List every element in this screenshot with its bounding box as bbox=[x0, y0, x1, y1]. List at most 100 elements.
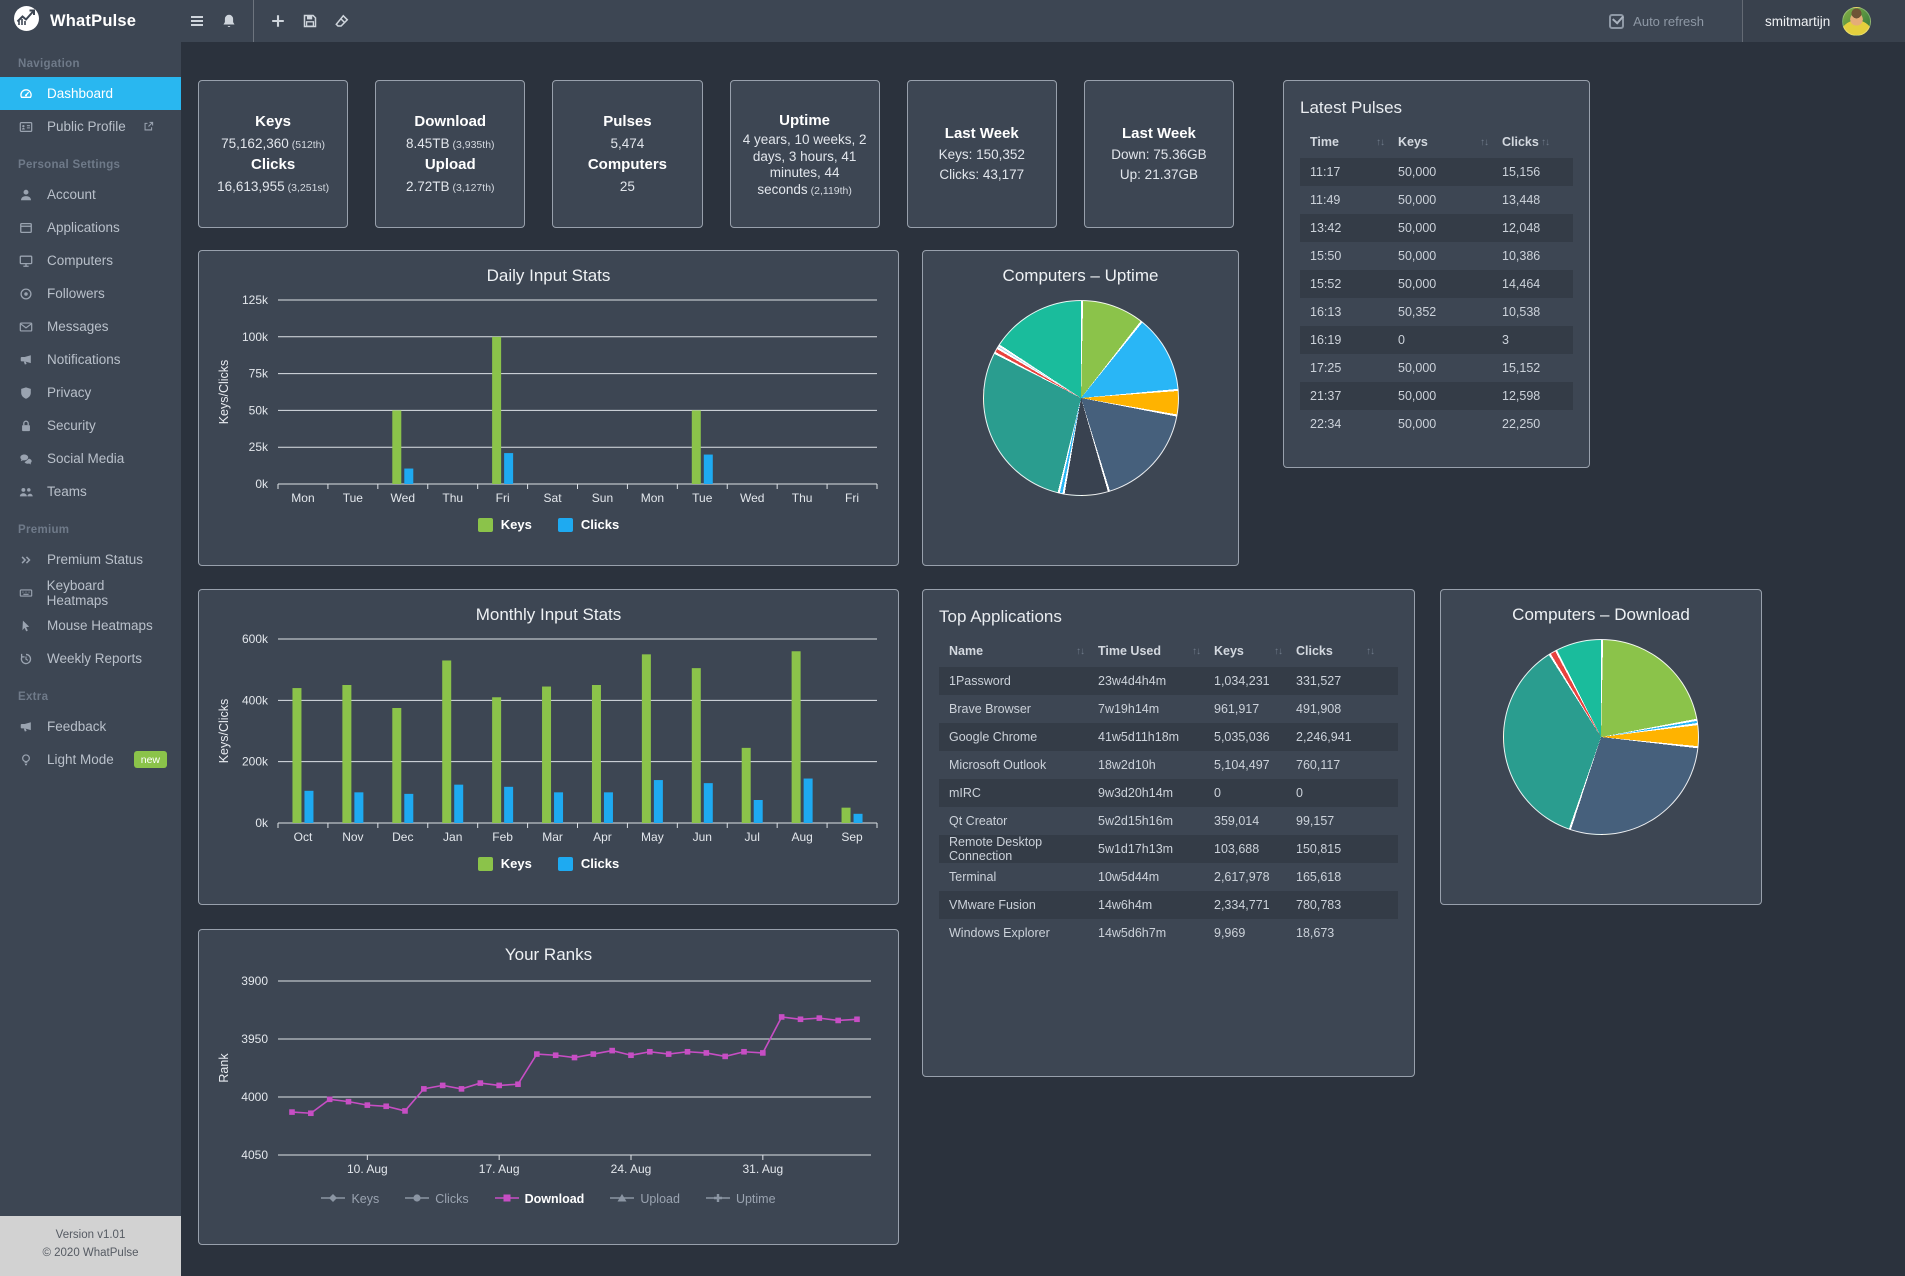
sidebar-item-privacy[interactable]: Privacy bbox=[0, 376, 181, 409]
cell: 15,152 bbox=[1502, 361, 1541, 375]
brand[interactable]: WhatPulse bbox=[0, 0, 181, 42]
sidebar-item-dashboard[interactable]: Dashboard bbox=[0, 77, 181, 110]
stat-card-2: Pulses 5,474 Computers 25 bbox=[552, 80, 703, 228]
cell: 0 bbox=[1296, 786, 1303, 800]
stat-line: 16,613,955 (3,251st) bbox=[217, 178, 330, 194]
legend-item-keys[interactable]: Keys bbox=[321, 1190, 379, 1208]
sidebar-item-public-profile[interactable]: Public Profile bbox=[0, 110, 181, 143]
cell: 50,000 bbox=[1398, 361, 1437, 375]
stat-card-3: Uptime 4 years, 10 weeks, 2 days, 3 hours… bbox=[729, 80, 880, 228]
sidebar-item-notifications[interactable]: Notifications bbox=[0, 343, 181, 376]
bell-icon[interactable] bbox=[213, 0, 245, 42]
window-icon bbox=[18, 221, 34, 235]
square-marker-icon bbox=[494, 1190, 519, 1208]
sort-icon[interactable]: ↑↓ bbox=[1192, 645, 1201, 657]
sidebar-item-teams[interactable]: Teams bbox=[0, 475, 181, 508]
cell: Microsoft Outlook bbox=[949, 758, 1047, 772]
cell: 14w6h4m bbox=[1098, 898, 1153, 912]
triangle-marker-icon bbox=[610, 1190, 635, 1208]
sidebar-item-feedback[interactable]: Feedback bbox=[0, 710, 181, 743]
sort-icon[interactable]: ↑↓ bbox=[1076, 645, 1085, 657]
sidebar-nav: Navigation Dashboard Public Profile Persona… bbox=[0, 42, 181, 776]
column-header-clicks[interactable]: Clicks ↑↓ bbox=[1296, 644, 1388, 658]
column-header-name[interactable]: Name ↑↓ bbox=[949, 644, 1098, 658]
column-header-clicks[interactable]: Clicks ↑↓ bbox=[1502, 135, 1563, 149]
legend-item-keys[interactable]: Keys bbox=[477, 517, 532, 532]
rank-label: (512th) bbox=[291, 138, 326, 151]
sidebar-item-label: Social Media bbox=[47, 451, 125, 466]
eraser-icon[interactable] bbox=[326, 0, 358, 42]
svg-text:Nov: Nov bbox=[342, 830, 363, 844]
legend-item-clicks[interactable]: Clicks bbox=[557, 517, 619, 532]
svg-text:Oct: Oct bbox=[294, 830, 313, 844]
table-row: 11:17 50,000 15,156 bbox=[1300, 158, 1573, 186]
stat-line: 75,162,360 (512th) bbox=[221, 135, 326, 151]
cell: 11:17 bbox=[1310, 165, 1341, 179]
sidebar-item-applications[interactable]: Applications bbox=[0, 211, 181, 244]
save-icon[interactable] bbox=[294, 0, 326, 42]
new-badge: new bbox=[133, 751, 167, 768]
cell: 17:25 bbox=[1310, 361, 1342, 375]
rank-label: (3,127th) bbox=[452, 181, 495, 194]
sort-icon[interactable]: ↑↓ bbox=[1376, 136, 1385, 148]
sidebar-item-weekly-reports[interactable]: Weekly Reports bbox=[0, 642, 181, 675]
svg-text:Fri: Fri bbox=[496, 491, 510, 505]
topbar-divider bbox=[253, 0, 254, 42]
auto-refresh-checkbox[interactable] bbox=[1609, 13, 1625, 29]
svg-text:Wed: Wed bbox=[391, 491, 415, 505]
auto-refresh-label: Auto refresh bbox=[1633, 13, 1704, 29]
monthly-input-stats-chart: 0k 200k 400k 600k Oct Nov Dec Jan Feb Mar Apr May Ju… bbox=[217, 632, 878, 844]
cell: 50,000 bbox=[1398, 221, 1437, 235]
latest-pulses-rows: 11:17 50,000 15,156 11:49 50,000 13,448 13:42 5… bbox=[1300, 158, 1573, 438]
column-header-keys[interactable]: Keys ↑↓ bbox=[1398, 135, 1502, 149]
shield-icon bbox=[18, 386, 34, 400]
stat-line: Up: 21.37GB bbox=[1119, 167, 1198, 183]
avatar[interactable] bbox=[1842, 6, 1872, 36]
computers-download-pie bbox=[1503, 639, 1699, 835]
sidebar-item-computers[interactable]: Computers bbox=[0, 244, 181, 277]
svg-text:4000: 4000 bbox=[241, 1090, 268, 1104]
sidebar-item-followers[interactable]: Followers bbox=[0, 277, 181, 310]
sort-icon[interactable]: ↑↓ bbox=[1541, 136, 1550, 148]
legend-item-uptime[interactable]: Uptime bbox=[705, 1190, 776, 1208]
svg-text:Sun: Sun bbox=[592, 491, 613, 505]
download-pie-title: Computers – Download bbox=[1512, 605, 1690, 624]
sidebar-item-messages[interactable]: Messages bbox=[0, 310, 181, 343]
sort-icon[interactable]: ↑↓ bbox=[1480, 136, 1489, 148]
sidebar-item-label: Security bbox=[47, 418, 96, 433]
topbar: WhatPulse Auto refresh smitmartijn bbox=[0, 0, 1905, 42]
table-row: Qt Creator 5w2d15h16m 359,014 99,157 bbox=[939, 807, 1398, 835]
stat-line: Download bbox=[414, 113, 487, 131]
column-header-time[interactable]: Time ↑↓ bbox=[1310, 135, 1398, 149]
sidebar-item-mouse-heatmaps[interactable]: Mouse Heatmaps bbox=[0, 609, 181, 642]
sort-icon[interactable]: ↑↓ bbox=[1274, 645, 1283, 657]
legend-item-upload[interactable]: Upload bbox=[610, 1190, 680, 1208]
legend-label: Keys bbox=[351, 1192, 380, 1206]
sidebar-item-social-media[interactable]: Social Media bbox=[0, 442, 181, 475]
column-header-time-used[interactable]: Time Used ↑↓ bbox=[1098, 644, 1214, 658]
sidebar-item-keyboard-heatmaps[interactable]: Keyboard Heatmaps bbox=[0, 576, 181, 609]
cell: Google Chrome bbox=[949, 730, 1038, 744]
hamburger-icon[interactable] bbox=[181, 0, 213, 42]
sidebar-item-premium-status[interactable]: Premium Status bbox=[0, 543, 181, 576]
cell: Windows Explorer bbox=[949, 926, 1050, 940]
svg-text:Apr: Apr bbox=[593, 830, 612, 844]
column-header-keys[interactable]: Keys ↑↓ bbox=[1214, 644, 1296, 658]
legend-item-keys[interactable]: Keys bbox=[477, 856, 532, 871]
legend-item-clicks[interactable]: Clicks bbox=[557, 856, 619, 871]
sidebar-item-security[interactable]: Security bbox=[0, 409, 181, 442]
plus-icon[interactable] bbox=[262, 0, 294, 42]
cell: 5w2d15h16m bbox=[1098, 814, 1174, 828]
auto-refresh-toggle[interactable]: Auto refresh bbox=[1609, 13, 1704, 29]
desktop-icon bbox=[18, 254, 34, 268]
sort-icon[interactable]: ↑↓ bbox=[1366, 645, 1375, 657]
sidebar-item-account[interactable]: Account bbox=[0, 178, 181, 211]
legend-label: Upload bbox=[640, 1192, 680, 1206]
cell: 13:42 bbox=[1310, 221, 1342, 235]
legend-item-download[interactable]: Download bbox=[494, 1190, 584, 1208]
legend-swatch bbox=[557, 856, 573, 871]
legend-item-clicks[interactable]: Clicks bbox=[405, 1190, 469, 1208]
sidebar-item-light-mode[interactable]: Light Mode new bbox=[0, 743, 181, 776]
table-row: VMware Fusion 14w6h4m 2,334,771 780,783 bbox=[939, 891, 1398, 919]
user-menu[interactable]: smitmartijn bbox=[1742, 0, 1905, 42]
